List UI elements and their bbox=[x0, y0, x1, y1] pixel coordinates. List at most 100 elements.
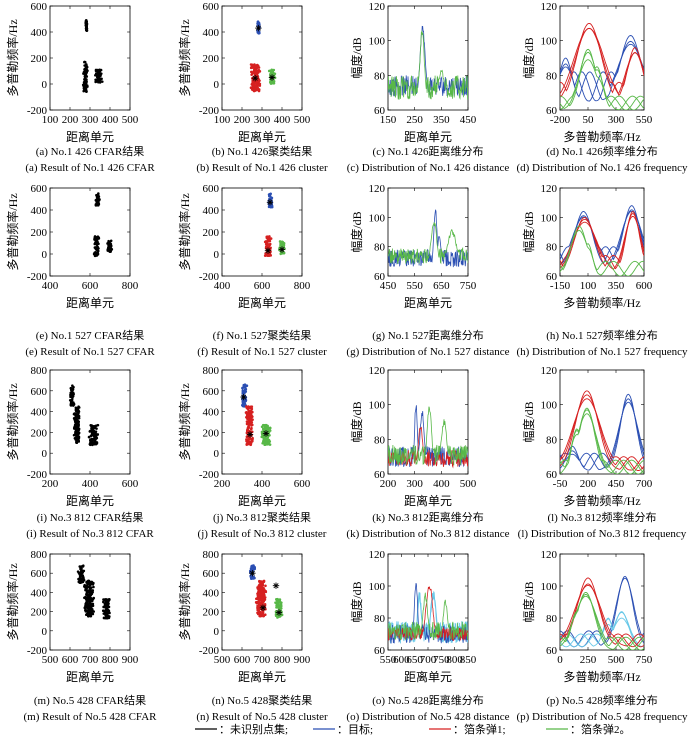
scatter-point bbox=[254, 84, 257, 88]
x-tick-label: 700 bbox=[82, 654, 99, 666]
scatter-point bbox=[100, 80, 104, 83]
y-tick-label: 800 bbox=[203, 549, 220, 561]
scatter-point bbox=[253, 65, 257, 69]
scatter-point bbox=[97, 242, 100, 246]
y-tick-label: 80 bbox=[374, 70, 386, 82]
scatter-point bbox=[242, 384, 246, 388]
scatter-point bbox=[88, 442, 92, 446]
plot-frame bbox=[387, 5, 469, 111]
scatter-point bbox=[264, 589, 267, 593]
y-tick-label: 400 bbox=[31, 587, 48, 599]
scatter-point bbox=[78, 573, 82, 576]
scatter-point bbox=[257, 589, 261, 592]
y-tick-label: 600 bbox=[31, 568, 48, 580]
scatter-point bbox=[94, 239, 98, 243]
y-tick-label: 400 bbox=[203, 205, 220, 217]
cluster-chaff1 bbox=[254, 579, 268, 618]
x-axis-label: 距离单元 bbox=[404, 129, 452, 144]
centroid-marker bbox=[259, 604, 267, 611]
x-tick-label: 800 bbox=[446, 654, 463, 666]
x-axis-label: 距离单元 bbox=[238, 669, 286, 684]
scatter-point bbox=[90, 602, 94, 606]
cluster-unidentified bbox=[94, 68, 104, 84]
centroid-marker bbox=[252, 74, 259, 82]
x-axis-label: 多普勒频率/Hz bbox=[563, 669, 640, 684]
scatter-point bbox=[257, 598, 261, 601]
series-line-chaff2 bbox=[388, 592, 468, 641]
y-axis-label: 多普勒频率/Hz bbox=[5, 19, 20, 96]
scatter-point bbox=[263, 427, 266, 431]
centroid-marker bbox=[255, 24, 262, 32]
centroid-marker bbox=[264, 247, 272, 254]
scatter-point bbox=[85, 605, 89, 609]
scatter-point bbox=[95, 436, 99, 440]
y-tick-label: 120 bbox=[541, 365, 558, 377]
x-tick-label: 800 bbox=[102, 654, 119, 666]
y-tick-label: 200 bbox=[31, 607, 48, 619]
scatter-point bbox=[72, 392, 75, 396]
scatter-point bbox=[262, 586, 265, 590]
x-tick-label: 750 bbox=[460, 280, 477, 292]
y-tick-label: 80 bbox=[546, 242, 558, 254]
y-axis-label: 幅度/dB bbox=[521, 581, 536, 622]
y-tick-label: 400 bbox=[203, 407, 220, 419]
y-tick-label: 120 bbox=[369, 1, 386, 13]
series-line-target bbox=[560, 398, 644, 469]
caption-zh: (g) No.1 527距离维分布 bbox=[372, 328, 484, 342]
caption-en: (d) Distribution of No.1 426 frequency bbox=[516, 162, 688, 174]
y-tick-label: 600 bbox=[203, 568, 220, 580]
y-axis-label: 幅度/dB bbox=[349, 37, 364, 78]
scatter-point bbox=[95, 252, 98, 255]
x-axis-label: 距离单元 bbox=[66, 493, 114, 508]
scatter-point bbox=[89, 593, 93, 597]
scatter-point bbox=[72, 417, 76, 420]
x-tick-label: 400 bbox=[102, 114, 119, 126]
y-tick-label: 200 bbox=[203, 227, 220, 239]
scatter-point bbox=[256, 31, 260, 34]
x-tick-label: 850 bbox=[460, 654, 477, 666]
x-axis-label: 距离单元 bbox=[404, 669, 452, 684]
scatter-point bbox=[242, 392, 246, 395]
x-tick-label: -150 bbox=[550, 280, 571, 292]
cluster-target bbox=[241, 383, 249, 408]
scatter-point bbox=[83, 64, 86, 67]
scatter-point bbox=[256, 593, 260, 597]
y-tick-label: 0 bbox=[214, 79, 220, 91]
cluster-chaff1 bbox=[249, 63, 262, 93]
y-tick-label: 800 bbox=[31, 365, 48, 377]
scatter-point bbox=[75, 435, 79, 439]
scatter-point bbox=[270, 68, 274, 72]
y-tick-label: 200 bbox=[203, 607, 220, 619]
scatter-point bbox=[95, 200, 98, 204]
panel-i: 200 400 600 -200 0 200 400 600 800 距离单元 多普勒频率/Hz (i… bbox=[5, 365, 154, 540]
y-tick-label: 800 bbox=[203, 365, 220, 377]
series-line-chaff2 bbox=[560, 594, 644, 650]
plot-frame bbox=[49, 5, 131, 111]
caption-en: (p) Distribution of No.5 428 frequency bbox=[516, 711, 688, 723]
scatter-point bbox=[277, 607, 281, 611]
scatter-point bbox=[257, 604, 261, 608]
x-axis-label: 距离单元 bbox=[66, 295, 114, 310]
y-axis-label: 幅度/dB bbox=[521, 37, 536, 78]
scatter-point bbox=[87, 596, 90, 599]
panel-m: 500 600 700 800 900-2000200400600800距离单元多普勒频… bbox=[5, 549, 157, 723]
caption-en: (b) Result of No.1 426 cluster bbox=[196, 162, 328, 174]
scatter-point bbox=[76, 415, 80, 419]
scatter-point bbox=[74, 426, 77, 429]
series-line-target bbox=[560, 393, 644, 471]
plot-frame bbox=[387, 187, 469, 277]
y-tick-label: 80 bbox=[546, 434, 558, 446]
scatter-point bbox=[73, 436, 77, 440]
series-line-target bbox=[560, 40, 644, 102]
y-tick-label: 0 bbox=[42, 79, 48, 91]
centroid-marker bbox=[246, 431, 254, 438]
plot-frame bbox=[387, 369, 469, 475]
scatter-point bbox=[258, 611, 261, 615]
caption-en: (l) Distribution of No.3 812 frequency bbox=[518, 528, 687, 540]
scatter-point bbox=[84, 597, 88, 601]
scatter-point bbox=[87, 598, 91, 602]
y-tick-label: 80 bbox=[374, 613, 386, 625]
y-tick-label: 80 bbox=[546, 613, 558, 625]
scatter-point bbox=[251, 81, 255, 85]
scatter-point bbox=[268, 433, 271, 437]
